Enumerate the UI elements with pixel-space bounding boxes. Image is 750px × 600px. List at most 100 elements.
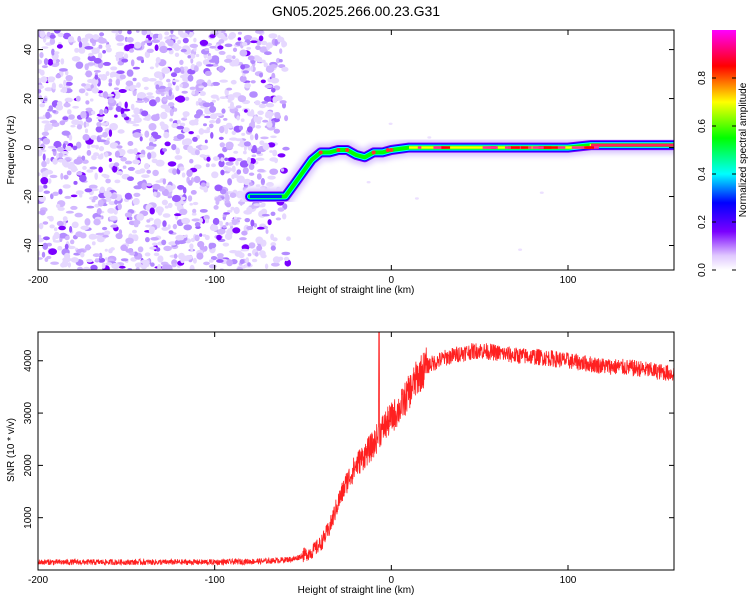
spectrogram-noise-blob <box>76 141 82 149</box>
spectrogram-noise-blob <box>101 173 108 177</box>
spectrogram-noise-blob <box>53 140 62 149</box>
spectrogram-noise-blob <box>209 123 214 129</box>
spectrogram-noise-blob <box>139 136 143 142</box>
spectrogram-noise-blob <box>251 258 258 263</box>
spectrogram-noise-blob <box>85 244 91 251</box>
spectrogram-y-label: Frequency (Hz) <box>6 116 17 185</box>
spectrogram-noise-blob <box>181 196 186 201</box>
spectrogram-noise-blob <box>141 110 149 117</box>
spectrogram-noise-blob <box>179 122 186 127</box>
spectrogram-noise-blob <box>202 129 211 134</box>
spectrogram-noise-blob <box>168 102 175 107</box>
spectrogram-noise-blob <box>132 132 141 138</box>
spectrogram-noise-blob <box>134 41 142 49</box>
spectrogram-noise-blob <box>258 35 264 42</box>
spectrogram-noise-blob <box>57 245 63 251</box>
spectrogram-noise-blob <box>76 171 83 176</box>
spectrogram-noise-blob <box>130 103 135 111</box>
spectrogram-noise-blob <box>203 245 208 251</box>
spectrogram-noise-blob <box>145 237 150 243</box>
spectrogram-noise-blob <box>173 253 178 259</box>
spectrogram-noise-blob <box>105 47 112 53</box>
spectrogram-y-ticks: -40 -20 0 20 40 <box>23 44 674 253</box>
spectrogram-noise-blob <box>47 79 55 83</box>
spectrogram-noise-blob <box>98 166 103 173</box>
spectrogram-noise-blob <box>55 203 61 209</box>
spectrogram-noise-blob <box>256 173 262 180</box>
spectrogram-noise-blob <box>197 241 205 248</box>
spectrogram-noise-blob <box>120 244 128 251</box>
spectrogram-noise-blob <box>250 40 258 44</box>
snr-x-tick-label: 0 <box>389 575 395 586</box>
spectrogram-noise-blob <box>76 156 83 160</box>
spectrogram-noise-blob <box>414 197 419 200</box>
spectrogram-noise-blob <box>260 40 268 46</box>
spectrogram-noise-blob <box>227 209 233 213</box>
ridge-peak-dot <box>345 148 350 152</box>
spectrogram-noise-blob <box>226 87 233 91</box>
spectrogram-noise-blob <box>124 192 132 200</box>
spectrogram-noise-blob <box>194 149 200 156</box>
spectrogram-noise-blob <box>246 156 251 165</box>
spectrogram-noise-blob <box>116 70 125 74</box>
spectrogram-noise-blob <box>286 236 291 241</box>
spectrogram-noise-blob <box>127 30 132 35</box>
spectrogram-noise-blob <box>90 135 98 140</box>
spectrogram-noise-blob <box>104 248 108 252</box>
spectrogram-noise-blob <box>136 56 144 61</box>
spectrogram-noise-blob <box>49 224 55 229</box>
spectrogram-noise-blob <box>124 160 133 165</box>
spectrogram-noise-blob <box>219 220 223 226</box>
spectrogram-noise-blob <box>78 41 83 49</box>
spectrogram-noise-blob <box>125 248 133 253</box>
spectrogram-noise-blob <box>210 256 218 261</box>
spectrogram-noise-blob <box>87 62 96 66</box>
spectrogram-noise-blob <box>233 150 239 154</box>
snr-y-label: SNR (10 * v/v) <box>6 418 17 482</box>
spectrogram-noise-blob <box>39 30 46 38</box>
spectrogram-noise-blob <box>182 37 189 44</box>
spectrogram-noise-blob <box>236 115 240 121</box>
spectrogram-noise-blob <box>223 118 228 121</box>
spectrogram-noise-blob <box>203 187 209 193</box>
spectrogram-noise-blob <box>171 36 179 40</box>
spectrogram-noise-blob <box>198 85 205 89</box>
spectrogram-noise-blob <box>177 119 181 125</box>
spectrogram-noise-blob <box>235 105 242 109</box>
spectrogram-noise-blob <box>132 159 141 165</box>
ridge-peak-dot <box>336 148 341 152</box>
spectrogram-noise-blob <box>44 87 53 92</box>
spectrogram-noise-blob <box>64 97 73 103</box>
spectrogram-noise-blob <box>269 150 273 153</box>
spectrogram-noise-blob <box>265 103 275 108</box>
snr-x-ticks: -200 -100 0 100 <box>28 332 577 586</box>
snr-x-tick-label: 100 <box>560 575 577 586</box>
spectrogram-noise-blob <box>120 156 127 162</box>
spectrogram-noise-blob <box>111 30 121 34</box>
spectrogram-noise-blob <box>270 242 277 247</box>
spectrogram-noise-blob <box>56 44 63 49</box>
spectrogram-noise-blob <box>38 195 46 202</box>
colorbar-tick-label: 0.0 <box>697 263 708 277</box>
spectrogram-noise-blob <box>85 107 93 111</box>
spectrogram-noise-blob <box>115 55 119 62</box>
ridge-peak-dot <box>371 150 376 155</box>
spectrogram-noise-blob <box>200 145 209 150</box>
spectrogram-noise-blob <box>264 263 269 270</box>
spectrogram-noise-blob <box>259 250 266 257</box>
spectrogram-noise-blob <box>97 199 104 207</box>
spectrogram-noise-blob <box>86 88 93 92</box>
spectrogram-noise-blob <box>231 218 238 226</box>
snr-y-ticks: 1000 2000 3000 4000 <box>23 349 674 529</box>
spectrogram-noise-blob <box>174 67 181 74</box>
spectrogram-noise-blob <box>162 178 166 185</box>
spectrogram-noise-blob <box>259 46 269 53</box>
spectrogram-noise-blob <box>181 90 188 94</box>
spectrogram-noise-blob <box>89 98 94 102</box>
spectrogram-noise-blob <box>193 37 197 43</box>
spectrogram-noise-blob <box>86 169 94 173</box>
spectrogram-noise-blob <box>99 134 103 138</box>
spectrogram-noise-blob <box>210 94 219 99</box>
spectrogram-noise-blob <box>136 30 140 33</box>
spectrogram-noise-blob <box>181 172 186 178</box>
